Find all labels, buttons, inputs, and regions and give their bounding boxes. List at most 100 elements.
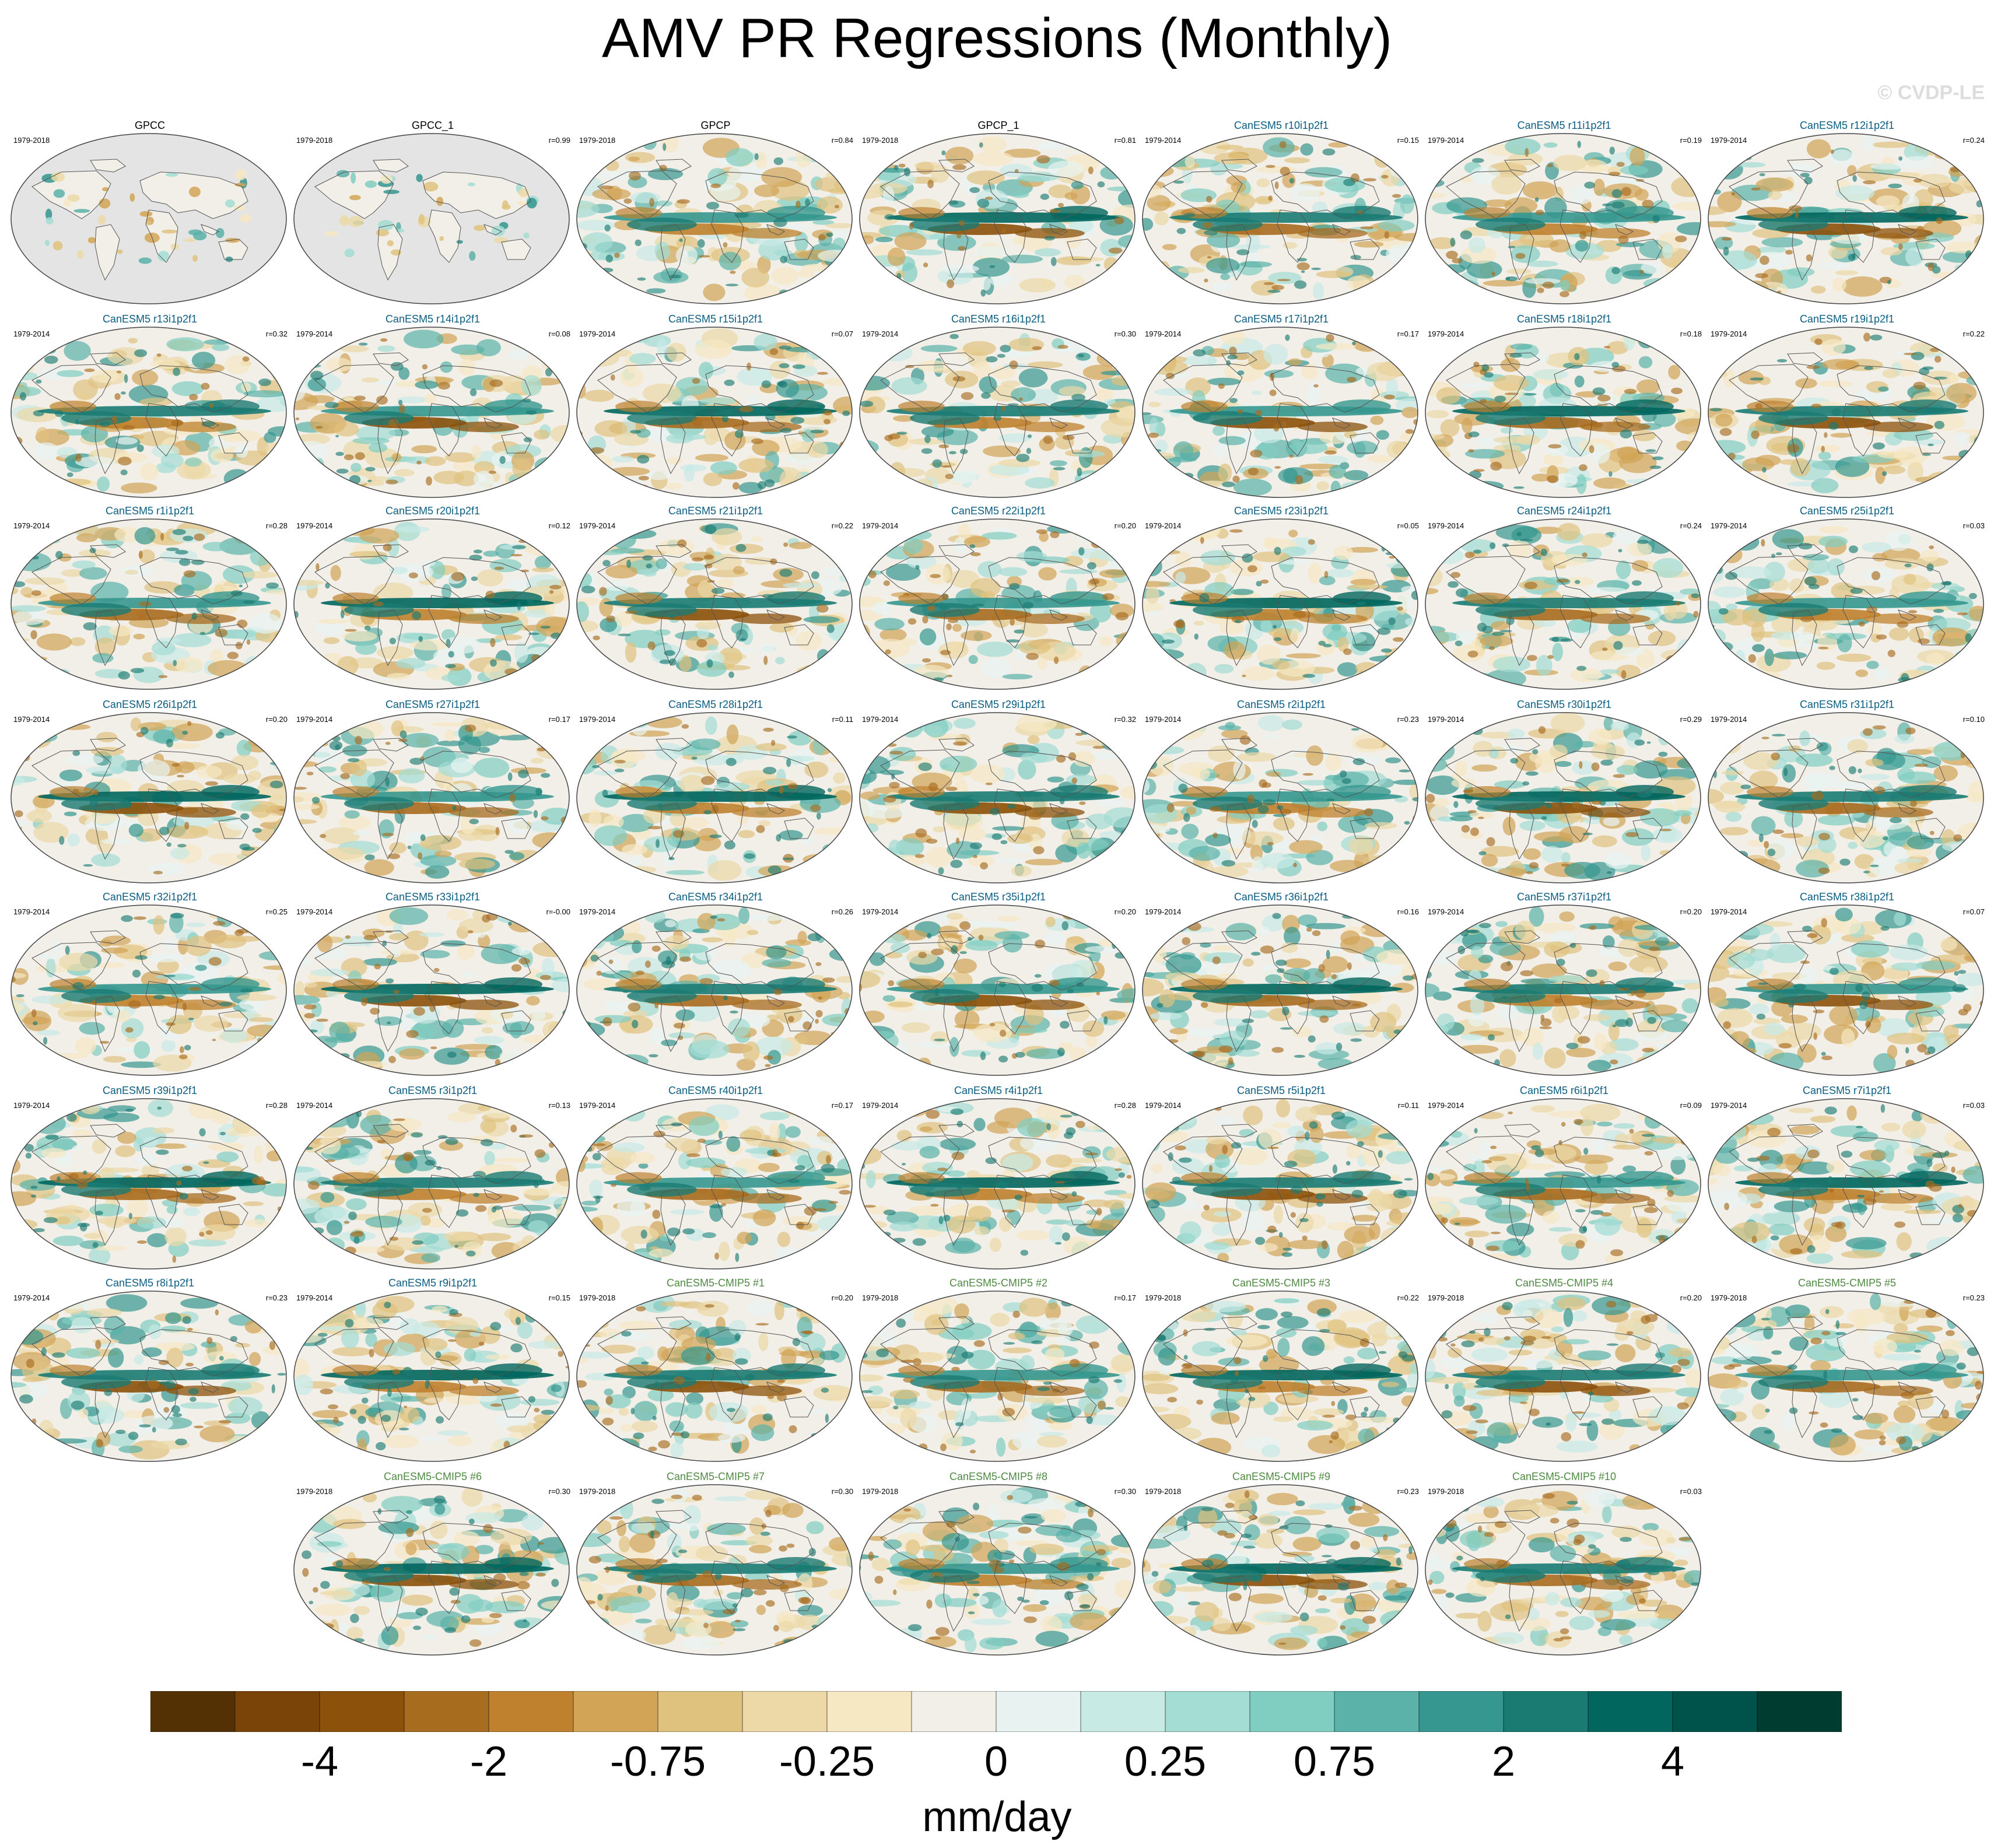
panel-years: 1979-2018 xyxy=(579,1293,616,1302)
map-panel: CanESM5 r22i1p2f1 1979-2014 r=0.20 xyxy=(857,505,1140,697)
map-panel: CanESM5 r13i1p2f1 1979-2014 r=0.32 xyxy=(9,313,291,506)
panel-title: CanESM5-CMIP5 #2 xyxy=(949,1277,1048,1289)
panel-correlation: r=0.15 xyxy=(548,1293,570,1302)
panel-years: 1979-2018 xyxy=(13,136,50,145)
panel-title: CanESM5 r9i1p2f1 xyxy=(388,1277,478,1289)
panel-years: 1979-2014 xyxy=(296,329,333,338)
panel-years: 1979-2014 xyxy=(13,715,50,724)
map-panel: CanESM5 r15i1p2f1 1979-2014 r=0.07 xyxy=(574,313,857,506)
regression-map xyxy=(1708,518,1984,690)
panel-years: 1979-2018 xyxy=(1145,1487,1182,1496)
colorbar-swatch xyxy=(1165,1691,1250,1732)
regression-map xyxy=(10,712,287,883)
panel-years: 1979-2014 xyxy=(296,907,333,916)
panel-title: CanESM5 r4i1p2f1 xyxy=(954,1085,1043,1096)
map-panel: CanESM5 r38i1p2f1 1979-2014 r=0.07 xyxy=(1706,891,1988,1083)
colorbar-swatch xyxy=(573,1691,658,1732)
panel-title: CanESM5 r37i1p2f1 xyxy=(1516,891,1612,903)
regression-map xyxy=(10,518,287,690)
map-panel: CanESM5 r20i1p2f1 1979-2014 r=0.12 xyxy=(292,505,574,697)
panel-years: 1979-2014 xyxy=(13,1293,50,1302)
panel-correlation: r=0.11 xyxy=(1397,1101,1419,1110)
panel-correlation: r=0.05 xyxy=(1397,521,1419,530)
regression-map xyxy=(1142,712,1418,883)
colorbar-tick-label: 0.25 xyxy=(1124,1738,1207,1785)
panel-years: 1979-2014 xyxy=(1711,329,1747,338)
regression-map xyxy=(859,904,1136,1076)
panel-title: CanESM5 r33i1p2f1 xyxy=(385,891,481,903)
panel-title: CanESM5 r29i1p2f1 xyxy=(951,699,1046,710)
colorbar-swatch xyxy=(1249,1691,1335,1732)
panel-years: 1979-2014 xyxy=(296,521,333,530)
panel-title: CanESM5 r18i1p2f1 xyxy=(1516,313,1612,325)
panel-years: 1979-2014 xyxy=(579,907,616,916)
panel-title: CanESM5 r38i1p2f1 xyxy=(1799,891,1895,903)
map-panel: CanESM5 r35i1p2f1 1979-2014 r=0.20 xyxy=(857,891,1140,1083)
panel-years: 1979-2014 xyxy=(13,521,50,530)
panel-years: 1979-2014 xyxy=(579,715,616,724)
panel-title: CanESM5 r7i1p2f1 xyxy=(1802,1085,1892,1096)
regression-map xyxy=(1425,518,1701,690)
panel-correlation: r=0.30 xyxy=(831,1487,853,1496)
panel-years: 1979-2014 xyxy=(1145,329,1182,338)
panel-title: CanESM5-CMIP5 #9 xyxy=(1232,1471,1331,1482)
panel-years: 1979-2014 xyxy=(13,907,50,916)
colorbar-units: mm/day xyxy=(922,1794,1072,1840)
panel-correlation: r=0.29 xyxy=(1680,715,1702,724)
panel-correlation: r=0.12 xyxy=(548,521,570,530)
panel-correlation: r=0.23 xyxy=(1963,1293,1985,1302)
panel-title: GPCP_1 xyxy=(977,120,1019,131)
regression-map xyxy=(576,904,853,1076)
map-panel: CanESM5 r33i1p2f1 1979-2014 r=-0.00 xyxy=(292,891,574,1083)
panel-title: CanESM5 r2i1p2f1 xyxy=(1236,699,1326,710)
map-panel: CanESM5 r16i1p2f1 1979-2014 r=0.30 xyxy=(857,313,1140,506)
panel-title: CanESM5 r35i1p2f1 xyxy=(951,891,1046,903)
panel-title: CanESM5 r16i1p2f1 xyxy=(951,313,1046,325)
panel-title: CanESM5 r39i1p2f1 xyxy=(102,1085,198,1096)
regression-map xyxy=(1142,1291,1418,1462)
map-panel: CanESM5-CMIP5 #2 1979-2018 r=0.17 xyxy=(857,1277,1140,1470)
panel-correlation: r=0.81 xyxy=(1114,136,1136,145)
panel-title: CanESM5-CMIP5 #4 xyxy=(1515,1277,1614,1289)
panel-years: 1979-2014 xyxy=(296,1293,333,1302)
regression-map xyxy=(1142,904,1418,1076)
panel-title: CanESM5 r26i1p2f1 xyxy=(102,699,198,710)
panel-years: 1979-2014 xyxy=(1145,136,1182,145)
panel-title: CanESM5 r12i1p2f1 xyxy=(1799,120,1895,131)
map-panel: CanESM5 r39i1p2f1 1979-2014 r=0.28 xyxy=(9,1085,291,1277)
map-panel: CanESM5-CMIP5 #8 1979-2018 r=0.30 xyxy=(857,1471,1140,1663)
regression-map xyxy=(576,1291,853,1462)
panel-title: CanESM5 r15i1p2f1 xyxy=(668,313,763,325)
map-panel: CanESM5-CMIP5 #3 1979-2018 r=0.22 xyxy=(1140,1277,1422,1470)
panel-correlation: r=0.24 xyxy=(1963,136,1985,145)
colorbar-ticks: -4 -2 -0.75 -0.25 0 0.25 0.75 2 4 xyxy=(150,1738,1842,1790)
panel-correlation: r=0.03 xyxy=(1680,1487,1702,1496)
panel-correlation: r=0.99 xyxy=(548,136,570,145)
regression-map xyxy=(576,1098,853,1270)
regression-map xyxy=(1425,712,1701,883)
regression-map xyxy=(1142,1098,1418,1270)
map-panel: CanESM5 r28i1p2f1 1979-2014 r=0.11 xyxy=(574,699,857,891)
panel-years: 1979-2014 xyxy=(13,329,50,338)
regression-map xyxy=(10,1098,287,1270)
panel-correlation: r=0.30 xyxy=(548,1487,570,1496)
map-panel: GPCC_1 1979-2018 r=0.99 xyxy=(292,120,574,312)
regression-map xyxy=(10,904,287,1076)
map-panel: CanESM5 r14i1p2f1 1979-2014 r=0.08 xyxy=(292,313,574,506)
regression-map xyxy=(1708,1291,1984,1462)
regression-map xyxy=(859,1098,1136,1270)
panel-correlation: r=0.03 xyxy=(1963,521,1985,530)
regression-map xyxy=(576,327,853,498)
panel-correlation: r=0.07 xyxy=(1963,907,1985,916)
panel-years: 1979-2014 xyxy=(1145,521,1182,530)
map-panel: CanESM5 r29i1p2f1 1979-2014 r=0.32 xyxy=(857,699,1140,891)
map-panel: CanESM5-CMIP5 #10 1979-2018 r=0.03 xyxy=(1423,1471,1705,1663)
panel-correlation: r=0.13 xyxy=(548,1101,570,1110)
regression-map xyxy=(1708,327,1984,498)
panel-years: 1979-2014 xyxy=(1711,1101,1747,1110)
regression-map xyxy=(293,1484,570,1656)
panel-title: CanESM5-CMIP5 #3 xyxy=(1232,1277,1331,1289)
colorbar-tick-label: -0.75 xyxy=(609,1738,706,1785)
regression-map xyxy=(1425,133,1701,304)
colorbar-swatch xyxy=(1503,1691,1589,1732)
